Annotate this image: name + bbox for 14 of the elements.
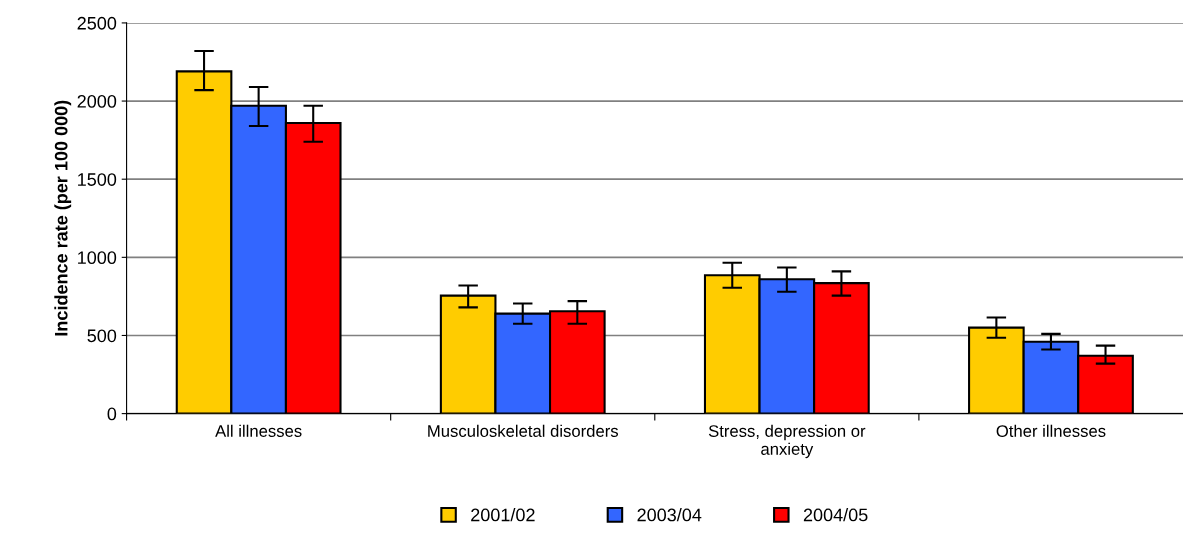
x-tick-label: Other illnesses — [996, 424, 1106, 437]
y-tick-label: 2500 — [77, 16, 117, 30]
y-tick-label: 2000 — [77, 94, 117, 108]
y-tick-label: 0 — [107, 407, 117, 421]
y-tick-label: 500 — [87, 329, 117, 343]
legend-label: 2001/02 — [471, 508, 535, 522]
legend-label: 2004/05 — [803, 508, 868, 522]
y-tick-label: 1000 — [78, 251, 117, 265]
x-tick-label: Stress, depression or anxiety — [708, 424, 866, 459]
legend-label: 2003/04 — [637, 508, 702, 522]
y-tick-label: 1500 — [78, 173, 117, 186]
y-axis-title: Incidence rate (per 100 000) — [54, 100, 72, 336]
x-tick-label: All illnesses — [215, 424, 302, 437]
x-tick-label: Musculoskeletal disorders — [428, 424, 619, 437]
